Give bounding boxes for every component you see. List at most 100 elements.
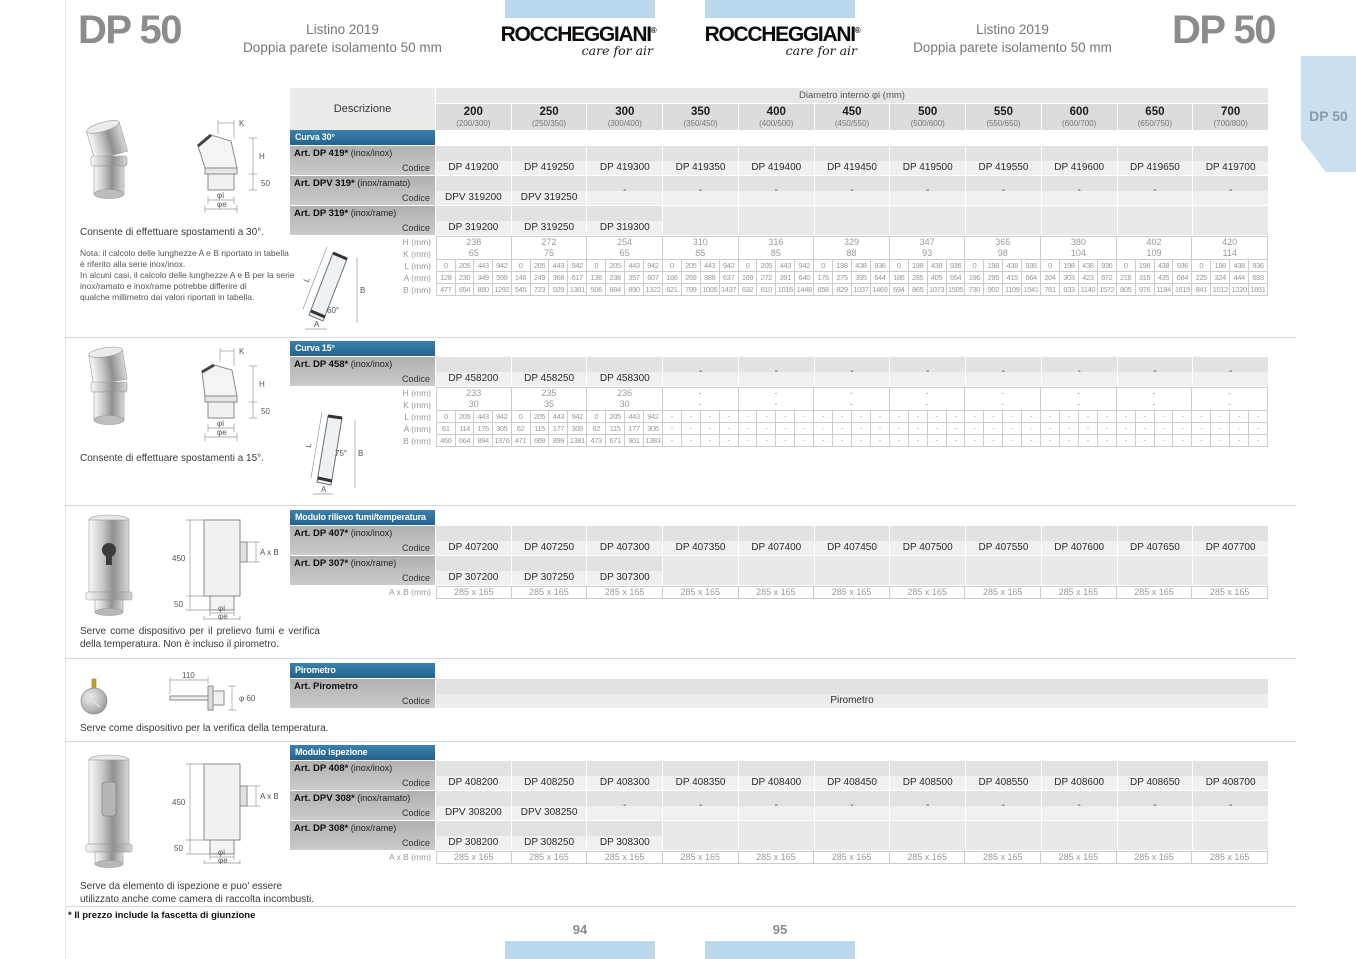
codice-cell: DP 407450 [814, 526, 890, 555]
dimension-subvalue: 198 [908, 260, 928, 272]
dimension-subvalue: - [965, 423, 985, 435]
dimension-subvalue: 671 [606, 435, 626, 447]
dimension-subvalue: 1541 [1022, 284, 1042, 296]
dimension-subvalue: 423 [1078, 272, 1098, 284]
dimension-subvalue: - [662, 423, 682, 435]
codice-cell: - [814, 176, 890, 205]
dimension-row: B (mm) 466 664 894 1376 471 669 899 1381 473 671 90… [290, 435, 1268, 447]
dim-label-h: H [259, 152, 265, 161]
codice-cell [1041, 821, 1117, 850]
dimension-subvalue: - [1116, 435, 1136, 447]
codice-value: DPV 319250 [520, 192, 578, 203]
dim-label-110: 110 [182, 671, 195, 680]
dimension-subvalue: 169 [738, 272, 758, 284]
dimension-subvalue: 942 [643, 260, 663, 272]
dimension-subvalue: 477 [437, 284, 456, 296]
dimension-row: K (mm) 30 35 30- - - - - - - - [290, 399, 1268, 411]
listino-line: Listino 2019 [306, 22, 379, 37]
dimension-subvalue: - [1097, 435, 1117, 447]
product-descrizione: Art. DP 408* (inox/inox) Codice [290, 761, 435, 790]
dimension-subvalue: 62 [587, 423, 607, 435]
dimension-subvalue: - [814, 435, 834, 447]
dimension-subvalue: 894 [474, 435, 493, 447]
dimension-subvalue: - [851, 435, 871, 447]
dimension-subvalue: 438 [1230, 260, 1250, 272]
codice-cell: DP 419550 [966, 146, 1041, 175]
dimension-quad: 841 1012 1220 1651 [1192, 284, 1268, 296]
dimension-subvalue: 936 [870, 260, 890, 272]
codice-cell: DP 419300 [587, 146, 663, 175]
dimension-quad: 0 198 438 936 [814, 260, 890, 272]
dimension-value: 285 x 165 [587, 851, 663, 864]
diametro-header: Diametro interno φi (mm) [436, 88, 1268, 103]
dimension-subvalue: 693 [1249, 272, 1268, 284]
codice-label: Codice [401, 374, 430, 384]
dimension-subvalue: - [1022, 411, 1042, 423]
dimension-quad: 128 230 349 599 [436, 272, 512, 284]
no-product-dash: - [1153, 185, 1157, 196]
listino-line: Listino 2019 [976, 22, 1049, 37]
dimension-subvalue: - [1097, 423, 1117, 435]
dimension-value: 285 x 165 [738, 851, 815, 864]
dimension-value: 285 x 165 [662, 851, 739, 864]
product-descrizione: Art. Pirometro Codice [290, 679, 435, 708]
dimension-subvalue: 315 [1135, 272, 1155, 284]
diameter-range: (200/300) [456, 119, 491, 128]
dimension-subvalue: 1322 [643, 284, 663, 296]
codice-label: Codice [401, 778, 430, 788]
dimension-quad: 805 976 1184 1615 [1116, 284, 1193, 296]
dimension-subvalue: 196 [965, 272, 985, 284]
dimension-quad: 169 272 391 640 [738, 272, 815, 284]
codice-cell: DP 419400 [738, 146, 814, 175]
codice-cell: DP 308250 [511, 821, 587, 850]
dimension-subvalue: 899 [549, 435, 569, 447]
brand-name: ROCCHEGGIANI [704, 23, 856, 46]
dimension-subvalue: 841 [1192, 284, 1212, 296]
dimension-label: A (mm) [403, 273, 431, 283]
diameter-size: 700 [1221, 106, 1241, 118]
dimension-quad: 0 205 443 942 [587, 411, 663, 423]
product-article: Art. DP 419* [294, 148, 349, 159]
codice-cell: - [1193, 791, 1268, 820]
subtitle-line: Doppia parete isolamento 50 mm [913, 40, 1112, 55]
diameter-range: (250/350) [531, 119, 567, 128]
dimension-subvalue: - [927, 435, 947, 447]
dimension-label: B (mm) [403, 436, 431, 446]
diameter-range: (400/500) [759, 119, 794, 128]
codice-cell [814, 556, 890, 585]
dimension-subvalue: 473 [587, 435, 607, 447]
rilievo-technical-drawing: 450 50 A x B φi φe [172, 519, 279, 620]
diameter-column-header: 200 (200/300) [436, 104, 511, 130]
dimension-subvalue: 61 [437, 423, 456, 435]
codice-cell [1117, 556, 1193, 585]
dimension-subvalue: 545 [511, 284, 531, 296]
subtitle-line: Doppia parete isolamento 50 mm [243, 40, 442, 55]
dimension-subvalue: - [776, 423, 796, 435]
dimension-subvalue: - [946, 423, 966, 435]
dimension-quad: 0 198 438 936 [889, 260, 966, 272]
diameter-range: (450/550) [834, 119, 870, 128]
ispezione-technical-drawing: 450 50 A x B φi φe [172, 763, 279, 864]
diagram-label-angle: 75° [335, 449, 347, 458]
dimension-subvalue: - [738, 411, 758, 423]
dim-label-phi-e: φe [217, 200, 227, 209]
dimension-subvalue: 405 [927, 272, 947, 284]
dimension-quad: ---- [1192, 423, 1268, 435]
dimension-label: B (mm) [403, 285, 431, 295]
dimension-subvalue: 1437 [719, 284, 739, 296]
dim-label-axb: A x B [260, 792, 279, 801]
dimension-subvalue: - [795, 423, 815, 435]
dimension-subvalue: 177 [549, 423, 569, 435]
codice-cell: DP 407650 [1117, 526, 1193, 555]
dimension-subvalue: 860 [474, 284, 493, 296]
no-product-dash: - [1077, 185, 1081, 196]
dimension-subvalue: 0 [662, 260, 682, 272]
dimension-subvalue: - [870, 411, 890, 423]
codice-value: DP 407400 [751, 542, 802, 553]
dimension-subvalue: 438 [1154, 260, 1174, 272]
codice-value: DP 419350 [675, 162, 726, 173]
section-divider [65, 658, 1296, 659]
codice-cell: DP 407300 [587, 526, 663, 555]
page-title-right: DP 50 [1172, 8, 1276, 52]
dimension-subvalue: 1383 [643, 435, 663, 447]
